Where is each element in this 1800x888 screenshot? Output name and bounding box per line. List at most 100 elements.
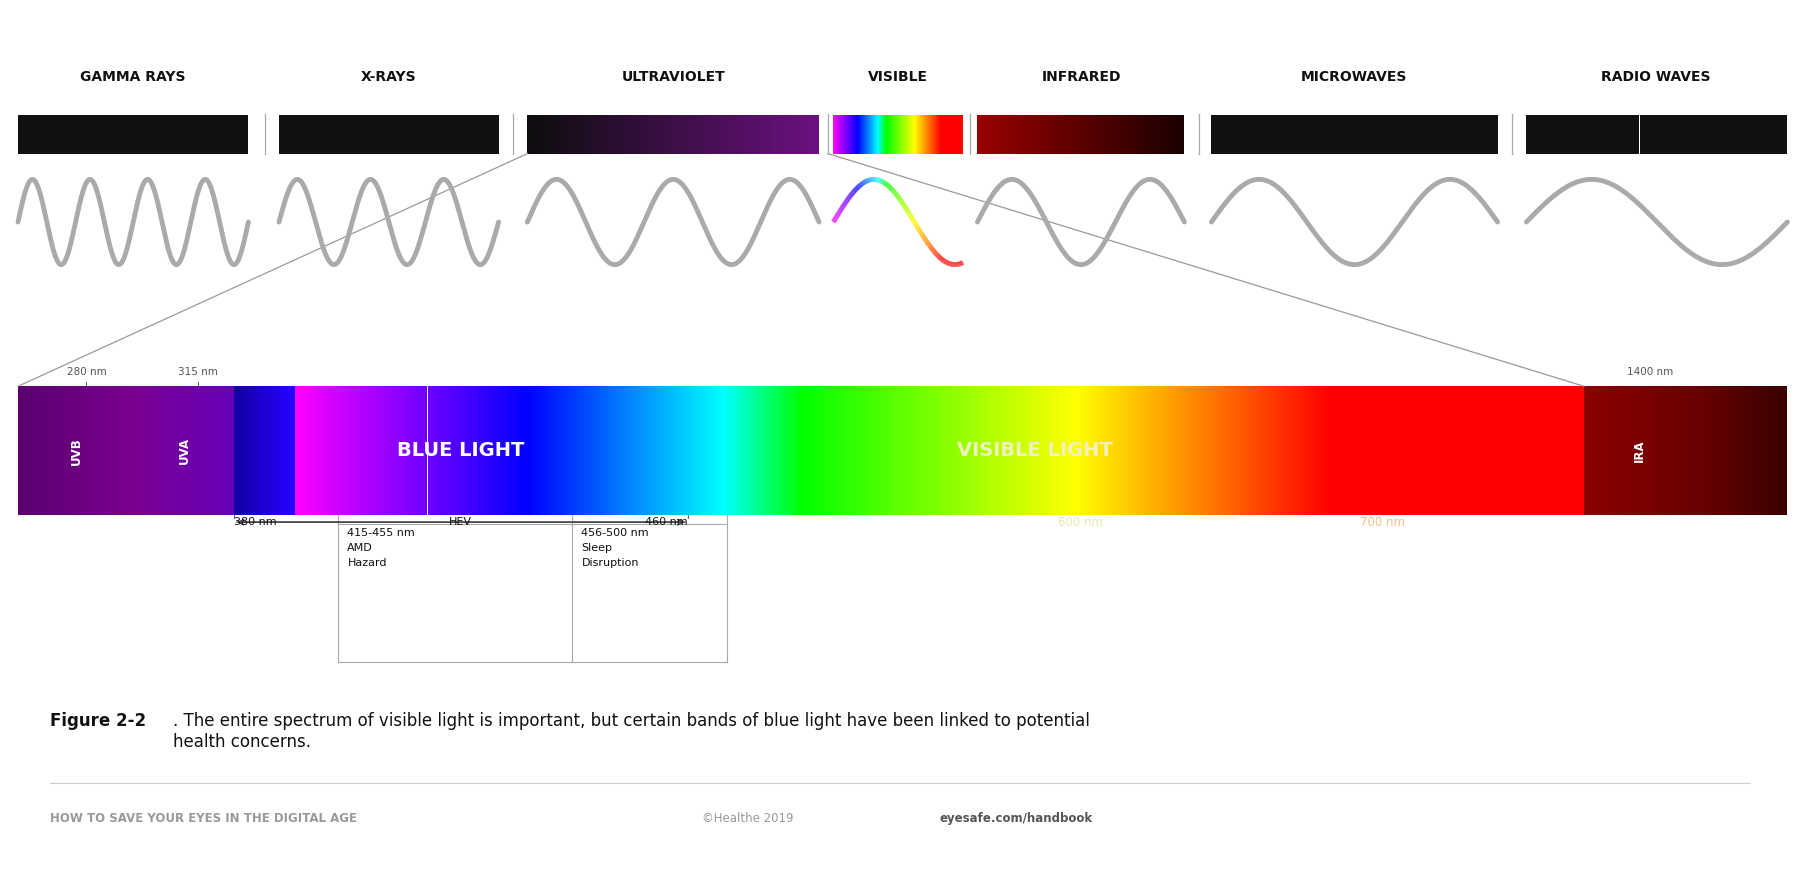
Bar [1274,386,1276,515]
Bar [392,386,394,515]
Text: 380 nm: 380 nm [234,517,277,527]
Bar [828,386,830,515]
Text: VISIBLE: VISIBLE [868,70,929,84]
Bar [416,386,418,515]
Bar [1258,386,1260,515]
Bar [614,386,616,515]
Bar [718,386,720,515]
Text: 456-500 nm
Sleep
Disruption: 456-500 nm Sleep Disruption [581,528,650,568]
Bar [650,386,652,515]
Bar [770,386,772,515]
Bar [635,386,637,515]
Bar [1447,386,1449,515]
Bar [403,386,405,515]
Bar [855,386,857,515]
Bar [1516,386,1519,515]
Bar [1352,386,1355,515]
Bar [1217,386,1220,515]
Bar [648,386,650,515]
Bar [814,386,817,515]
Bar [284,386,286,515]
Bar [295,386,297,515]
Bar [1530,386,1532,515]
Bar [772,386,774,515]
Bar [603,386,605,515]
Bar [1490,386,1492,515]
Bar [830,386,832,515]
Bar [986,386,988,515]
Bar [1377,386,1379,515]
Bar [1496,386,1498,515]
Bar [1062,386,1064,515]
Bar [1548,386,1550,515]
Bar [812,386,814,515]
Bar [1213,386,1215,515]
Bar [256,386,259,515]
Bar [1408,386,1411,515]
Bar [443,386,446,515]
Bar [369,386,371,515]
Bar [1300,386,1303,515]
Bar [1107,386,1109,515]
Bar [1366,386,1368,515]
Bar [592,386,594,515]
Bar [817,386,819,515]
Bar [783,386,785,515]
Bar [1341,386,1343,515]
Bar [1238,386,1240,515]
Bar [1087,386,1089,515]
Bar [1316,386,1319,515]
Bar [1008,386,1010,515]
Bar [513,386,515,515]
Text: VISIBLE LIGHT: VISIBLE LIGHT [958,440,1112,460]
Bar [1289,386,1292,515]
Bar [522,386,524,515]
Bar [452,386,454,515]
Bar [1508,386,1510,515]
Bar [520,386,522,515]
Bar [1040,386,1042,515]
Bar [1235,386,1238,515]
Bar [1148,386,1150,515]
Bar [994,386,997,515]
Bar [612,386,614,515]
Bar [238,386,241,515]
Bar [405,386,407,515]
Bar [693,386,695,515]
Bar [464,386,466,515]
Bar [1224,386,1226,515]
Bar [1253,386,1256,515]
Bar [576,386,578,515]
Bar [1575,386,1577,515]
Bar [799,386,801,515]
Text: INFRARED: INFRARED [1042,70,1121,84]
Bar [731,386,734,515]
Bar [1303,386,1305,515]
Bar [313,386,315,515]
Bar [670,386,673,515]
Bar [1188,386,1190,515]
Bar [1429,386,1431,515]
Bar [434,386,436,515]
Bar [461,386,464,515]
Bar [1379,386,1382,515]
Bar [774,386,776,515]
Bar [302,386,304,515]
Bar [796,386,799,515]
Bar [837,386,839,515]
Bar [1179,386,1181,515]
Bar [279,386,281,515]
Bar [619,386,621,515]
Bar [1222,386,1224,515]
Bar [1080,386,1082,515]
Bar [454,386,457,515]
Bar [1357,386,1359,515]
Bar [315,386,317,515]
Bar [601,386,603,515]
Bar [698,386,700,515]
Bar [632,386,634,515]
Bar [1240,386,1242,515]
Bar [524,386,526,515]
Bar [1132,386,1134,515]
Bar [1422,386,1424,515]
